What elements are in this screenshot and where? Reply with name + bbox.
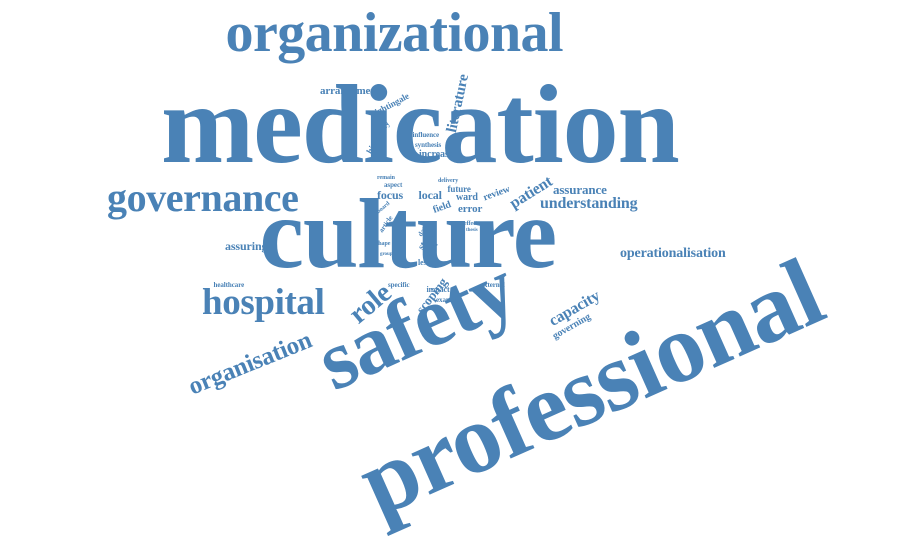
word-organisation: organisation: [184, 326, 316, 400]
word-trust: trust: [423, 254, 436, 260]
word-error: error: [458, 202, 483, 215]
word-governance: governance: [107, 175, 299, 220]
word-aspect: aspect: [384, 180, 403, 189]
word-medication: medication: [161, 63, 680, 187]
word-effect: effect: [464, 221, 478, 227]
word-increase: increase: [419, 149, 454, 160]
word-healthcare: healthcare: [213, 280, 245, 289]
word-delivery: delivery: [438, 178, 459, 184]
word-impact: impact: [426, 285, 450, 294]
word-assuring: assuring: [225, 239, 268, 253]
word-organizational: organizational: [225, 2, 564, 64]
word-operationalisation: operationalisation: [620, 246, 726, 261]
word-assurance: assurance: [553, 181, 607, 197]
word-lesson: lesson: [418, 258, 438, 267]
word-focus: focus: [377, 188, 404, 202]
word-ward: ward: [456, 192, 478, 203]
word-external: external: [481, 280, 505, 289]
word-example: example: [436, 295, 461, 304]
word-specific: specific: [388, 280, 410, 289]
word-thesis: thesis: [466, 227, 478, 233]
word-future: future: [447, 183, 471, 194]
word-arrangement: arrangement: [320, 84, 380, 97]
word-local: local: [418, 188, 443, 202]
word-understanding: understanding: [540, 195, 638, 212]
word-culture: culture: [259, 178, 558, 289]
word-remain: remain: [377, 175, 395, 181]
word-shape: shape: [376, 241, 391, 247]
word-influence: influence: [412, 130, 440, 139]
word-synthesis: synthesis: [415, 140, 442, 149]
word-hospital: hospital: [202, 281, 325, 323]
word-group: group: [380, 251, 393, 257]
